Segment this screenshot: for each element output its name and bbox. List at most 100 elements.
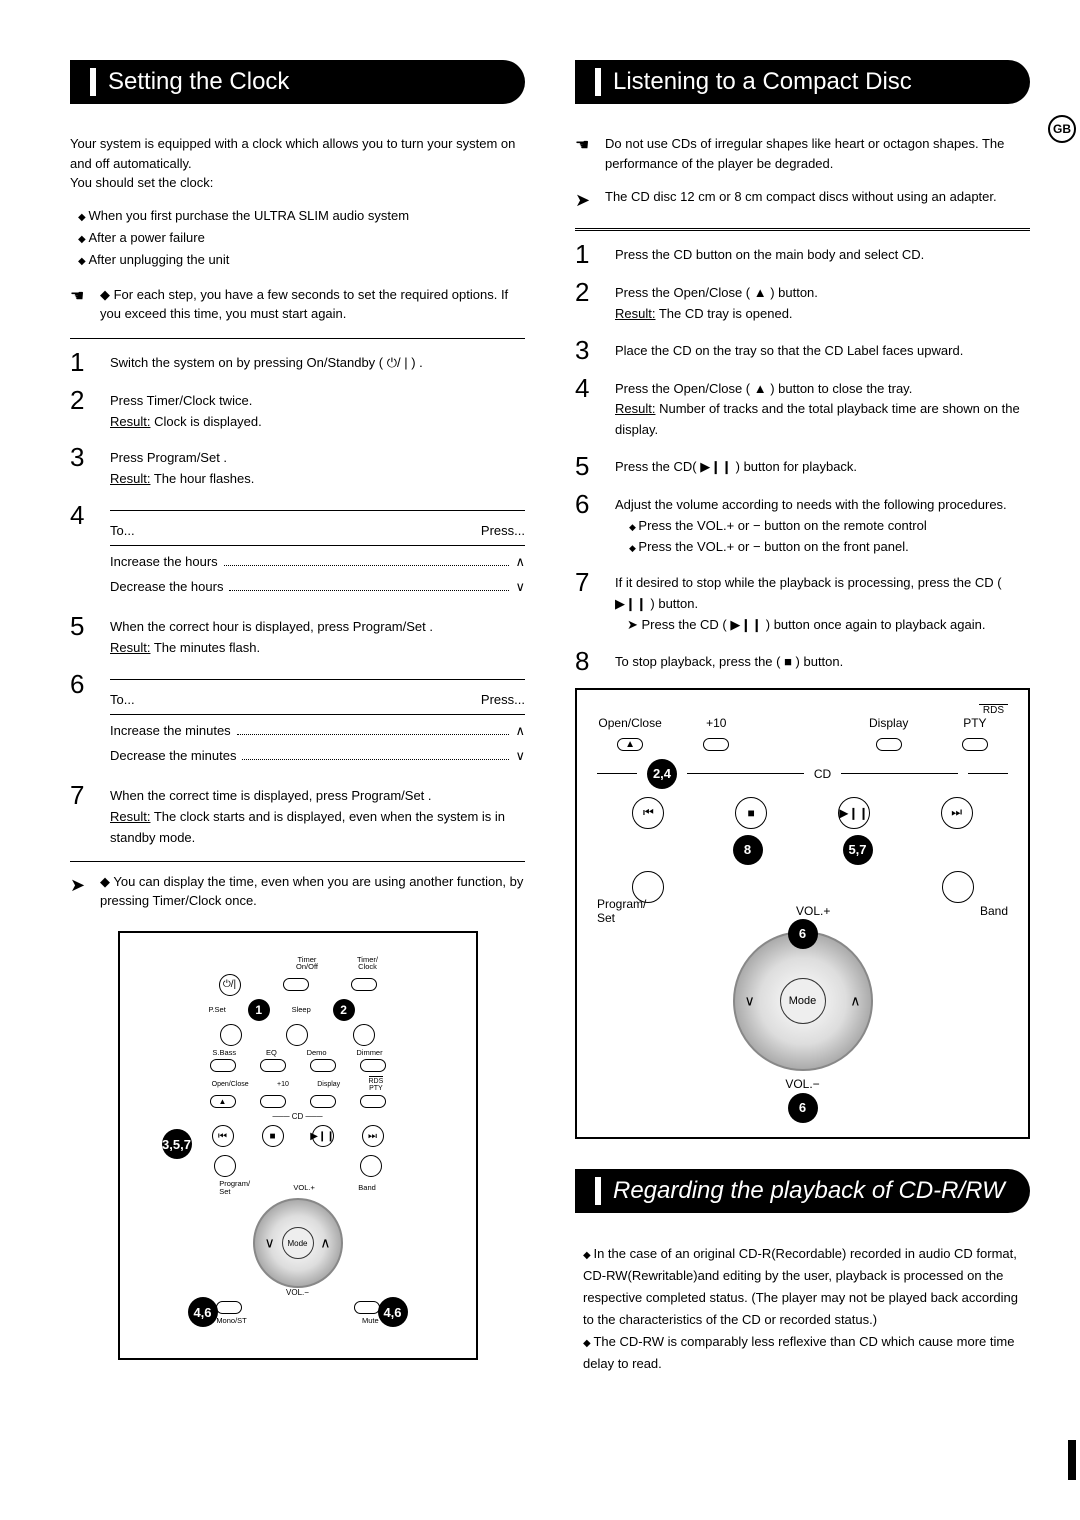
label: +10 — [706, 716, 726, 730]
power-icon: ⏻/| — [219, 974, 241, 996]
label: S.Bass — [212, 1049, 236, 1057]
mode-button: Mode — [282, 1227, 314, 1259]
hours-table: To... Press... Increase the hours∧ Decre… — [110, 521, 525, 597]
result-label: Result: — [110, 414, 150, 429]
label: Band — [358, 1184, 376, 1192]
step-4: 4 Press the Open/Close ( ▲ ) button to c… — [575, 375, 1030, 441]
down-icon: ∨ — [265, 1235, 275, 1252]
step-text: Switch the system on by pressing On/Stan… — [110, 349, 525, 375]
step-text: Adjust the volume according to needs wit… — [615, 497, 1007, 512]
result-text: The clock starts and is displayed, even … — [110, 809, 505, 845]
section-title: Listening to a Compact Disc — [613, 68, 912, 96]
step-number: 4 — [70, 502, 94, 601]
sub-note: Press the CD ( ▶❙❙ ) button once again t… — [642, 617, 986, 632]
step-number: 4 — [575, 375, 599, 441]
arrow-icon: ➤ — [575, 187, 597, 214]
cd-label: ─── CD ─── — [198, 1112, 398, 1121]
col-press: Press... — [481, 690, 525, 711]
cd-label: CD — [814, 767, 831, 781]
step-text: Press the Open/Close ( ▲ ) button to clo… — [615, 381, 912, 396]
step-text: Press Program/Set . — [110, 450, 227, 465]
cd-remote-diagram: RDS Open/Close +10 Display PTY ▲ 2,4 CD — [575, 688, 1030, 1139]
step-text: Place the CD on the tray so that the CD … — [615, 337, 1030, 363]
callout-46: 4,6 — [378, 1297, 408, 1327]
eject-icon: ▲ — [617, 738, 643, 751]
step-3: 3 Place the CD on the tray so that the C… — [575, 337, 1030, 363]
arrow-note: ➤ The CD disc 12 cm or 8 cm compact disc… — [575, 187, 1030, 214]
label: RDSPTY — [369, 1076, 384, 1092]
note-text: The CD disc 12 cm or 8 cm compact discs … — [605, 187, 997, 207]
step-1: 1 Switch the system on by pressing On/St… — [70, 349, 525, 375]
button — [360, 1155, 382, 1177]
col-press: Press... — [481, 521, 525, 542]
cdrw-bullets: In the case of an original CD-R(Recordab… — [583, 1243, 1030, 1376]
table-row: Increase the minutes∧ — [110, 721, 525, 742]
result-text: The CD tray is opened. — [659, 306, 793, 321]
button — [216, 1301, 242, 1314]
page-corner-bar — [1068, 1440, 1076, 1480]
stop-icon: ■ — [262, 1125, 284, 1147]
note-text: Do not use CDs of irregular shapes like … — [605, 134, 1030, 173]
eject-icon: ▲ — [210, 1095, 236, 1108]
step-number: 1 — [70, 349, 94, 375]
step-number: 5 — [575, 453, 599, 479]
step-1: 1 Press the CD button on the main body a… — [575, 241, 1030, 267]
result-text: The minutes flash. — [154, 640, 260, 655]
step-3: 3 Press Program/Set . Result: The hour f… — [70, 444, 525, 490]
prev-icon: ⏮ — [212, 1125, 234, 1147]
step-text: Press Timer/Clock twice. — [110, 393, 252, 408]
step-number: 7 — [70, 782, 94, 848]
label: P.Set — [208, 1006, 225, 1014]
right-column: Listening to a Compact Disc ☚ Do not use… — [575, 60, 1030, 1389]
callout-1: 1 — [248, 999, 270, 1021]
down-icon: ∨ — [745, 992, 755, 1009]
label: EQ — [266, 1049, 277, 1057]
callout-6: 6 — [788, 1093, 818, 1123]
left-column: Setting the Clock Your system is equippe… — [70, 60, 525, 1389]
bullet: When you first purchase the ULTRA SLIM a… — [78, 205, 525, 227]
bullet: After unplugging the unit — [78, 249, 525, 271]
step-7: 7 If it desired to stop while the playba… — [575, 569, 1030, 635]
stop-icon: ■ — [735, 797, 767, 829]
sub-bullet: Press the VOL.+ or − button on the remot… — [629, 516, 1030, 537]
bullet: After a power failure — [78, 227, 525, 249]
button — [353, 1024, 375, 1046]
button — [360, 1059, 386, 1072]
step-text: To stop playback, press the ( ■ ) button… — [615, 648, 1030, 674]
next-icon: ⏭ — [362, 1125, 384, 1147]
section-header-cd: Listening to a Compact Disc — [575, 60, 1030, 104]
step-number: 7 — [575, 569, 599, 635]
callout-6: 6 — [788, 919, 818, 949]
table-row: Decrease the minutes∨ — [110, 746, 525, 767]
label: Demo — [307, 1049, 327, 1057]
note-text: ◆ You can display the time, even when yo… — [100, 872, 525, 911]
button — [876, 738, 902, 751]
play-pause-icon: ▶❙❙ — [838, 797, 870, 829]
step-number: 5 — [70, 613, 94, 659]
callout-357: 3,5,7 — [162, 1129, 192, 1159]
label: Dimmer — [356, 1049, 382, 1057]
section-header-clock: Setting the Clock — [70, 60, 525, 104]
section-title: Regarding the playback of CD-R/RW — [613, 1177, 1005, 1205]
remote-diagram: Timer On/Off Timer/ Clock ⏻/| P.Set 1 Sl… — [118, 931, 478, 1360]
button — [286, 1024, 308, 1046]
section-title: Setting the Clock — [108, 68, 289, 96]
step-5: 5 Press the CD( ▶❙❙ ) button for playbac… — [575, 453, 1030, 479]
callout-57: 5,7 — [843, 835, 873, 865]
label: Display — [317, 1081, 340, 1088]
button — [260, 1059, 286, 1072]
intro-bullets: When you first purchase the ULTRA SLIM a… — [78, 205, 525, 271]
label: Display — [869, 716, 908, 730]
result-label: Result: — [615, 401, 655, 416]
hand-note: ☚ Do not use CDs of irregular shapes lik… — [575, 134, 1030, 173]
intro-text: Your system is equipped with a clock whi… — [70, 134, 525, 193]
prev-icon: ⏮ — [632, 797, 664, 829]
step-number: 8 — [575, 648, 599, 674]
step-2: 2 Press Timer/Clock twice. Result: Clock… — [70, 387, 525, 433]
step-6: 6 Adjust the volume according to needs w… — [575, 491, 1030, 557]
label: VOL.+ — [293, 1184, 314, 1192]
label: VOL.+ — [796, 904, 830, 918]
label: VOL.− — [597, 1077, 1008, 1091]
button — [942, 871, 974, 903]
button — [310, 1095, 336, 1108]
